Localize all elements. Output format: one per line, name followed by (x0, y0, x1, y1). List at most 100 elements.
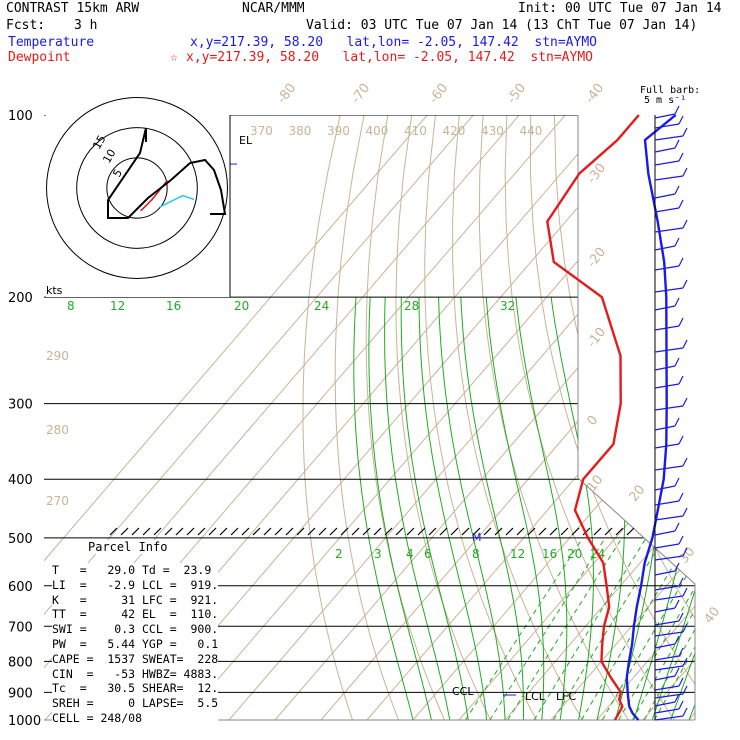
wind-barb-flag (682, 507, 688, 517)
theta-label: 280 (46, 423, 69, 437)
hatch-mark (615, 527, 624, 536)
hatch-mark (406, 527, 415, 536)
dry-adiabat-line (601, 115, 695, 720)
fcst-label: Fcst: (6, 18, 46, 33)
dry-adiabat-line (529, 115, 695, 720)
fcst-value: 3 h (74, 18, 98, 33)
wind-barb-flag (678, 700, 684, 710)
wind-barb-flag (674, 599, 680, 609)
wind-barb (654, 485, 676, 491)
theta-label: 380 (289, 124, 312, 138)
isotherm-line (44, 115, 474, 720)
hatch-mark (230, 527, 239, 536)
isotherm-label: -40 (582, 81, 607, 107)
hatch-mark (384, 527, 393, 536)
mixing-ratio-line (581, 537, 691, 720)
wind-barb (654, 543, 680, 549)
parcel-line: TT = 42 EL = 110. (52, 607, 219, 622)
hatch-mark (120, 527, 129, 536)
hatch-mark (626, 527, 635, 536)
org-title: NCAR/MMM (242, 1, 305, 16)
ccl-label: CCL (452, 685, 474, 698)
isotherm-label: 10 (584, 472, 606, 494)
wind-barb (654, 515, 684, 521)
wind-barb-flag (678, 612, 684, 622)
hatch-mark (219, 527, 228, 536)
hatch-mark (131, 527, 140, 536)
hodograph-ring-label: 10 (100, 147, 118, 166)
wind-barb (654, 287, 684, 293)
dewpoint-legend: Dewpoint (8, 50, 71, 65)
isotherm-label: -70 (348, 81, 373, 107)
parcel-line: SREH = 0 LAPSE= 5.5 (52, 696, 219, 711)
mixing-ratio-line (465, 537, 584, 720)
wind-barb (654, 193, 676, 199)
theta-label: 290 (46, 349, 69, 363)
wind-barb (654, 443, 680, 449)
pressure-label: 600 (8, 580, 33, 595)
wind-barb (654, 675, 676, 681)
parcel-line: T = 29.0 Td = 23.9 (52, 563, 212, 577)
wind-barb (654, 570, 676, 576)
pressure-label: 500 (8, 532, 33, 547)
mixing-ratio-label: 32 (500, 299, 515, 313)
parcel-title: Parcel Info (88, 540, 168, 554)
theta-label: 420 (443, 124, 466, 138)
hatch-mark (417, 527, 426, 536)
wind-barb-flag (678, 115, 684, 125)
hatch-mark (241, 527, 250, 536)
wind-barb-flag (674, 297, 680, 307)
mixing-ratio-label: 8 (472, 547, 480, 561)
wind-barb (654, 685, 680, 691)
isotherm-label: 20 (626, 482, 648, 504)
wind-barb-flag (682, 127, 688, 137)
wind-barb (654, 500, 680, 506)
wind-barb-flag (682, 707, 688, 717)
wind-barb-flag (674, 667, 680, 677)
mixing-ratio-label: 12 (510, 547, 525, 561)
parcel-line: K = 31 LFC = 921. (52, 592, 219, 607)
wind-barb (654, 465, 684, 471)
barb-unit: 5 m s⁻¹ (644, 95, 687, 106)
wind-barb (654, 715, 684, 721)
temperature-location: x,y=217.39, 58.20 lat,lon= -2.05, 147.42… (190, 35, 597, 50)
wind-barb (654, 425, 676, 431)
dry-adiabat-line (424, 115, 545, 720)
wind-barb (654, 365, 676, 371)
wind-barb-flag (678, 435, 684, 445)
theta-label: 440 (520, 124, 543, 138)
isotherm-line (274, 115, 695, 720)
wind-barb-flag (682, 657, 688, 667)
hatch-mark (439, 527, 448, 536)
hodograph-mid (159, 194, 195, 208)
wind-barb-flag (674, 562, 680, 572)
hatch-mark (538, 527, 547, 536)
wind-barb-flag (682, 339, 688, 349)
hodograph-unit: kts (46, 284, 63, 297)
wind-barb-flag (674, 185, 680, 195)
wind-barb (654, 325, 680, 331)
pressure-label: 700 (8, 620, 33, 635)
isotherm-line (182, 115, 695, 720)
hatch-mark (582, 527, 591, 536)
mixing-ratio-line (533, 537, 647, 720)
dewpoint-location: x,y=217.39, 58.20 lat,lon= -2.05, 147.42… (186, 50, 593, 65)
wind-barb-flag (674, 477, 680, 487)
wind-barb-flag (682, 685, 688, 695)
pressure-label: 1000 (8, 714, 41, 729)
isotherm-line (688, 115, 695, 720)
moist-adiabat-line (651, 297, 695, 720)
hodograph-ring (76, 127, 198, 249)
isotherm-label: 30 (676, 544, 698, 566)
wind-barb (654, 555, 684, 561)
wind-barb-flag (678, 647, 684, 657)
wind-barb-flag (682, 219, 688, 229)
wind-barb-flag (678, 152, 684, 162)
hatch-mark (560, 527, 569, 536)
wind-barb-flag (674, 635, 680, 645)
wind-barb (654, 147, 676, 153)
hatch-mark (274, 527, 283, 536)
isotherm-line (136, 115, 658, 720)
parcel-info: T = 29.0 Td = 23.9 LI = -2.9 LCL = 919. K … (52, 563, 219, 726)
dry-adiabat-line (697, 115, 740, 733)
